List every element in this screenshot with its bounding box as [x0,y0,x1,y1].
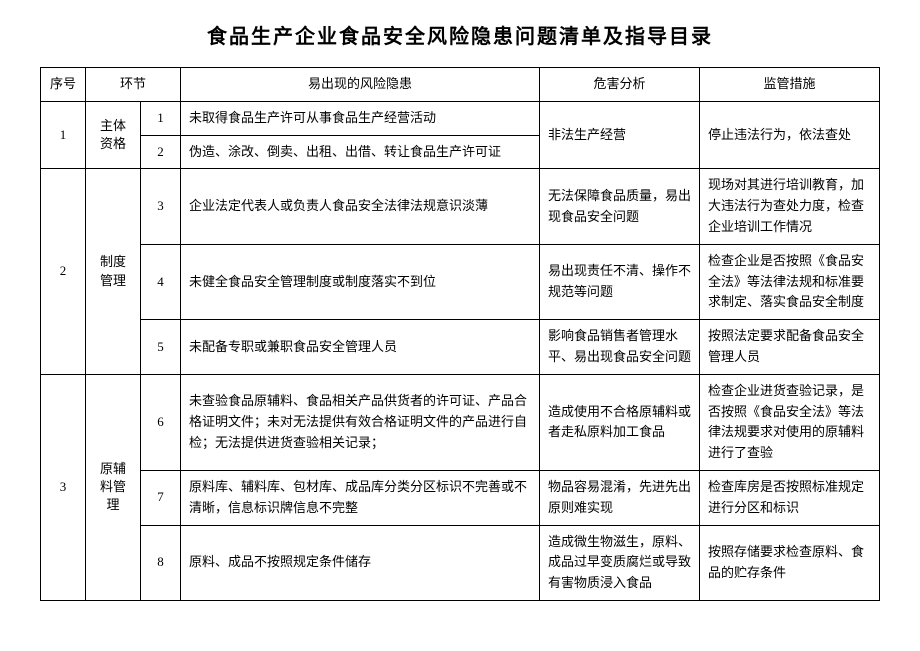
risk-cell: 企业法定代表人或负责人食品安全法律法规意识淡薄 [181,169,540,244]
harm-cell: 无法保障食品质量，易出现食品安全问题 [540,169,700,244]
action-cell: 检查库房是否按照标准规定进行分区和标识 [700,470,880,525]
risk-cell: 伪造、涂改、倒卖、出租、出借、转让食品生产许可证 [181,135,540,169]
risk-cell: 未查验食品原辅料、食品相关产品供货者的许可证、产品合格证明文件；未对无法提供有效… [181,374,540,470]
harm-cell: 造成使用不合格原辅料或者走私原料加工食品 [540,374,700,470]
action-cell: 检查企业进货查验记录，是否按照《食品安全法》等法律法规要求对使用的原辅料进行了查… [700,374,880,470]
risk-cell: 原料、成品不按照规定条件储存 [181,525,540,600]
action-cell: 现场对其进行培训教育，加大违法行为查处力度，检查企业培训工作情况 [700,169,880,244]
col-seq-header: 序号 [41,68,86,102]
table-row: 1 主体资格 1 未取得食品生产许可从事食品生产经营活动 非法生产经营 停止违法… [41,101,880,135]
table-row: 7 原料库、辅料库、包材库、成品库分类分区标识不完善或不清晰，信息标识牌信息不完… [41,470,880,525]
seq-cell: 1 [41,101,86,169]
subnum-cell: 4 [141,244,181,319]
harm-cell: 物品容易混淆，先进先出原则难实现 [540,470,700,525]
harm-cell: 非法生产经营 [540,101,700,169]
col-harm-header: 危害分析 [540,68,700,102]
subnum-cell: 3 [141,169,181,244]
subnum-cell: 8 [141,525,181,600]
harm-cell: 造成微生物滋生，原料、成品过早变质腐烂或导致有害物质浸入食品 [540,525,700,600]
table-row: 2 制度管理 3 企业法定代表人或负责人食品安全法律法规意识淡薄 无法保障食品质… [41,169,880,244]
harm-cell: 易出现责任不清、操作不规范等问题 [540,244,700,319]
table-row: 8 原料、成品不按照规定条件储存 造成微生物滋生，原料、成品过早变质腐烂或导致有… [41,525,880,600]
col-stage-header: 环节 [86,68,181,102]
subnum-cell: 2 [141,135,181,169]
col-risk-header: 易出现的风险隐患 [181,68,540,102]
table-row: 3 原辅料管理 6 未查验食品原辅料、食品相关产品供货者的许可证、产品合格证明文… [41,374,880,470]
col-action-header: 监管措施 [700,68,880,102]
action-cell: 按照存储要求检查原料、食品的贮存条件 [700,525,880,600]
action-cell: 检查企业是否按照《食品安全法》等法律法规和标准要求制定、落实食品安全制度 [700,244,880,319]
risk-table: 序号 环节 易出现的风险隐患 危害分析 监管措施 1 主体资格 1 未取得食品生… [40,67,880,601]
table-row: 5 未配备专职或兼职食品安全管理人员 影响食品销售者管理水平、易出现食品安全问题… [41,320,880,375]
page-title: 食品生产企业食品安全风险隐患问题清单及指导目录 [40,20,880,49]
subnum-cell: 6 [141,374,181,470]
stage-cell: 原辅料管理 [86,374,141,600]
harm-cell: 影响食品销售者管理水平、易出现食品安全问题 [540,320,700,375]
subnum-cell: 5 [141,320,181,375]
subnum-cell: 7 [141,470,181,525]
seq-cell: 2 [41,169,86,374]
stage-cell: 制度管理 [86,169,141,374]
table-row: 4 未健全食品安全管理制度或制度落实不到位 易出现责任不清、操作不规范等问题 检… [41,244,880,319]
risk-cell: 未配备专职或兼职食品安全管理人员 [181,320,540,375]
risk-cell: 原料库、辅料库、包材库、成品库分类分区标识不完善或不清晰，信息标识牌信息不完整 [181,470,540,525]
risk-cell: 未取得食品生产许可从事食品生产经营活动 [181,101,540,135]
seq-cell: 3 [41,374,86,600]
action-cell: 停止违法行为，依法查处 [700,101,880,169]
subnum-cell: 1 [141,101,181,135]
stage-cell: 主体资格 [86,101,141,169]
action-cell: 按照法定要求配备食品安全管理人员 [700,320,880,375]
table-header-row: 序号 环节 易出现的风险隐患 危害分析 监管措施 [41,68,880,102]
risk-cell: 未健全食品安全管理制度或制度落实不到位 [181,244,540,319]
